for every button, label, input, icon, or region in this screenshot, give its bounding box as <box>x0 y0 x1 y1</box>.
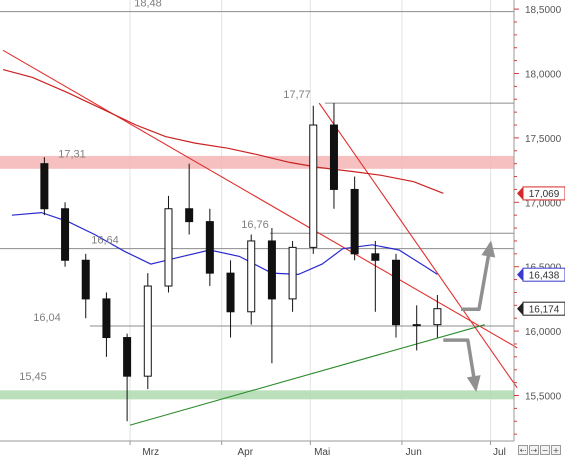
candle-body <box>350 188 359 255</box>
candle <box>247 234 256 325</box>
candle <box>412 305 421 351</box>
candle-body <box>288 246 297 300</box>
price-badges: 17,069 16,438 16,174 <box>517 186 565 316</box>
candle-body <box>102 298 111 339</box>
x-tick-label: Mai <box>314 447 330 458</box>
candle <box>329 103 338 209</box>
candle <box>371 240 380 312</box>
candle <box>185 163 194 235</box>
arrow-up <box>461 240 496 311</box>
x-tick-label: Mrz <box>142 447 159 458</box>
candle-body <box>412 324 421 327</box>
candle-body <box>371 253 380 261</box>
price-badge-pointer <box>517 186 523 200</box>
zones <box>0 155 514 400</box>
candle <box>267 228 276 364</box>
price-badge-box <box>522 186 565 201</box>
moving-averages <box>2 69 444 276</box>
resistance-trendline <box>318 102 518 389</box>
level-label: 15,45 <box>19 371 47 383</box>
price-badge-pointer <box>517 268 523 282</box>
price-badge-box <box>522 301 565 316</box>
scroll-left-button[interactable]: ⇠ <box>518 445 528 455</box>
projection-arrows <box>443 240 496 393</box>
candle <box>309 105 318 254</box>
candle <box>433 295 442 338</box>
trendlines <box>2 49 518 426</box>
price-badge-label: 16,438 <box>529 270 560 281</box>
level-label: 16,64 <box>91 235 119 247</box>
level-label: 16,04 <box>33 312 61 324</box>
price-badge: 16,174 <box>517 301 565 316</box>
candle <box>288 240 297 312</box>
candle-body <box>205 221 214 274</box>
arrow-down <box>443 338 481 393</box>
arrow-shaft <box>461 243 493 311</box>
candle-body <box>40 163 49 210</box>
candle <box>164 195 173 293</box>
candle <box>123 333 132 422</box>
candle <box>205 208 214 287</box>
x-axis: Mrz Apr Mai Jun Jul <box>0 440 514 458</box>
level-label: 16,76 <box>241 219 269 231</box>
candle-body <box>61 208 70 261</box>
y-axis: 15,500016,000016,500017,000017,500018,00… <box>513 0 562 441</box>
support-trendline <box>129 324 485 426</box>
zoom-out-button[interactable]: − <box>540 445 550 455</box>
candle <box>392 253 401 338</box>
candle-body <box>143 285 152 377</box>
price-badge: 16,438 <box>517 267 565 282</box>
candle <box>81 253 90 319</box>
candle <box>61 202 70 267</box>
x-tick-label: Jul <box>493 447 506 458</box>
candle-body <box>329 124 338 190</box>
resistance-zone <box>0 155 514 169</box>
y-tick-label: 15,5000 <box>525 392 562 403</box>
candle-body <box>392 259 401 326</box>
candle-body <box>247 240 256 313</box>
x-tick-label: Apr <box>238 447 254 458</box>
candle-body <box>164 208 173 287</box>
candle-body <box>267 240 276 300</box>
arrow-head <box>481 240 496 258</box>
arrow-shaft <box>443 338 478 390</box>
level-label: 17,31 <box>58 148 86 160</box>
candles <box>40 103 442 422</box>
price-badge-pointer <box>517 302 523 316</box>
price-badge-label: 17,069 <box>529 189 560 200</box>
candle-body <box>309 124 318 248</box>
candle-body <box>81 259 90 300</box>
candle-body <box>123 337 132 377</box>
candle-body <box>185 208 194 223</box>
moving-average-long <box>2 69 444 194</box>
price-badge-label: 16,174 <box>529 304 560 315</box>
moving-average-short <box>11 211 438 276</box>
candle-body <box>226 272 235 313</box>
level-label: 18,48 <box>134 0 162 10</box>
candle <box>143 273 152 390</box>
price-badge: 17,069 <box>517 186 565 201</box>
y-tick-label: 17,5000 <box>525 134 562 145</box>
arrow-head <box>466 375 481 393</box>
y-tick-label: 17,0000 <box>525 198 562 209</box>
level-labels: 18,48 17,77 17,31 16,76 16,64 16,04 15,45 <box>19 0 311 383</box>
zoom-in-button[interactable]: + <box>551 445 561 455</box>
scroll-right-button[interactable]: ⇢ <box>529 445 539 455</box>
support-zone <box>0 390 514 400</box>
y-tick-label: 18,0000 <box>525 70 562 81</box>
y-tick-label: 16,0000 <box>525 327 562 338</box>
candle-body <box>433 308 442 326</box>
resistance-trendline <box>2 49 518 349</box>
price-badge-box <box>522 267 565 282</box>
candle <box>102 292 111 357</box>
candle <box>350 176 359 261</box>
candle <box>226 260 235 338</box>
y-tick-label: 18,5000 <box>525 5 562 16</box>
x-tick-label: Jun <box>406 447 422 458</box>
candle <box>40 157 49 216</box>
level-label: 17,77 <box>283 89 311 101</box>
